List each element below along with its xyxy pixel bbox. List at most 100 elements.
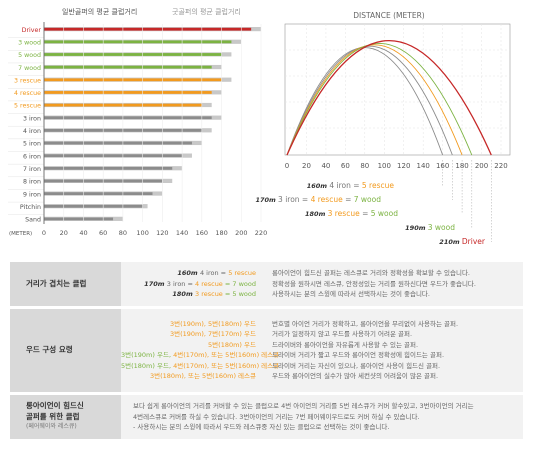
overlap-distance: 160m — [177, 269, 200, 277]
overlap-desc-line: 정확성을 원하시면 레스큐, 안정성있는 거리를 원하신다면 우드가 좋습니다. — [272, 279, 476, 288]
long-iron-desc-line: 4번레스큐로 커버를 하실 수 있습니다. 3번아이언의 거리는 7번 페어웨이… — [133, 412, 420, 421]
long-iron-desc-line: - 사용하시는 분의 스윙에 따라서 우드와 레스큐중 자신 있는 클럽으로 선… — [133, 423, 390, 431]
wood-setup-desc: 번호별 아이언 거리가 정확하고, 롱아이언을 무리없이 사용하는 골퍼. 거리가… — [262, 307, 523, 395]
overlap-club: = 5 wood — [222, 290, 256, 298]
annotation-club: 4 rescue — [311, 195, 343, 204]
overlap-clubs-row: 거리가 겹치는 클럽 160m 4 iron = 5 rescue 170m 3 … — [10, 262, 523, 309]
wood-setup-club: 5번(180m) 우드, — [121, 361, 174, 370]
bar-tick-label: 80 — [119, 229, 127, 237]
bar-category-label: 7 iron — [23, 166, 41, 173]
bar-tick-label: 100 — [136, 229, 148, 237]
bar-average-golfer — [44, 91, 212, 94]
arc-tick-label: 80 — [360, 162, 369, 170]
annotation-club: = — [343, 195, 354, 204]
bar-category-label: 3 rescue — [14, 77, 41, 84]
arc-tick-label: 100 — [378, 162, 391, 170]
arc-tick-label: 200 — [475, 162, 488, 170]
overlap-distance: 170m — [144, 279, 167, 288]
legend-good-golfer: 굿골퍼의 평균 클럽거리 — [172, 7, 241, 16]
bar-category-label: 3 wood — [18, 39, 41, 46]
wood-setup-line: 3번(180m), 또는 5번(160m) 레스큐 — [121, 371, 256, 382]
wood-setup-desc-line: 번호별 아이언 거리가 정확하고, 롱아이언을 무리없이 사용하는 골퍼. — [272, 319, 459, 328]
club-bar-chart: 일반골퍼의 평균 클럽거리 굿골퍼의 평균 클럽거리 Driver 3 wood 5… — [8, 7, 267, 237]
distance-annotation: 160m 4 iron = 5 rescue — [307, 181, 395, 190]
overlap-line: 160m 4 iron = 5 rescue — [121, 268, 256, 279]
bar-tick-label: 140 — [176, 229, 188, 237]
annotation-club: 4 iron = — [329, 181, 362, 190]
wood-setup-club: 3번(190m), 5번(180m) 우드 — [169, 319, 256, 328]
wood-setup-row: 우드 구성 요령 3번(190m), 5번(180m) 우드 3번(190m), … — [10, 307, 523, 395]
ball-flight-arc — [286, 45, 453, 156]
ball-flight-arc — [286, 44, 463, 156]
annotation-club: 3 iron = — [278, 195, 311, 204]
arc-tick-label: 120 — [397, 162, 410, 170]
distance-annotation: 190m 3 wood — [405, 223, 455, 232]
overlap-club: 4 iron = — [199, 269, 229, 277]
wood-setup-desc-line: 거리가 일정하지 않고 우드를 사용하기 어려운 골퍼. — [272, 330, 413, 338]
bar-tick-label: 120 — [156, 229, 168, 237]
bar-category-label: 7 wood — [18, 65, 41, 72]
wood-setup-desc-line: 드라이버 거리는 자신이 있으나, 롱아이언 사용이 힘드신 골퍼. — [272, 361, 441, 370]
bar-category-label: Sand — [25, 217, 41, 224]
long-iron-row: 롱아이언이 힘드신 골퍼를 위한 클럽 (페어웨이와 레스큐) 보다 쉽게 롱아… — [10, 393, 523, 439]
ball-flight-arc — [286, 40, 492, 156]
annotation-club: 5 wood — [371, 209, 398, 218]
bar-category-label: Pitchin — [20, 204, 41, 211]
bar-category-label: 5 iron — [23, 141, 41, 148]
arc-tick-label: 60 — [341, 162, 350, 170]
wood-setup-line: 5번(180m) 우드 — [121, 340, 256, 351]
bar-category-label: 8 iron — [23, 179, 41, 186]
long-iron-desc-line: 보다 쉽게 롱아이언의 거리를 커버할 수 있는 클럽으로 4번 아이언의 거리… — [133, 402, 474, 410]
distance-annotation: 210m Driver — [439, 237, 486, 246]
wood-setup-line: 5번(180m) 우드, 4번(170m), 또는 5번(160m) 레스큐 — [121, 361, 279, 372]
bar-average-golfer — [44, 65, 212, 69]
bar-category-label: 5 rescue — [14, 103, 41, 110]
overlap-clubs-desc: 롱아이언이 힘드신 골퍼는 레스큐로 거리와 정확성을 확보할 수 있습니다. 정… — [262, 262, 523, 309]
overlap-club: 3 iron = — [166, 279, 195, 288]
bar-category-label: 5 wood — [18, 52, 41, 59]
bar-axis-unit: (METER) — [9, 231, 32, 237]
overlap-desc-line: 롱아이언이 힘드신 골퍼는 레스큐로 거리와 정확성을 확보할 수 있습니다. — [272, 269, 470, 277]
overlap-club: 4 rescue — [195, 279, 223, 288]
bar-average-golfer — [44, 78, 222, 82]
overlap-clubs-label: 거리가 겹치는 클럽 — [10, 262, 121, 309]
bar-tick-label: 220 — [255, 229, 267, 237]
annotation-club: 7 wood — [354, 195, 381, 204]
distance-annotation: 170m 3 iron = 4 rescue = 7 wood — [255, 195, 381, 204]
overlap-desc-line: 사용하시는 분의 스윙에 따라서 선택하시는 것이 좋습니다. — [272, 290, 430, 298]
bar-average-golfer — [44, 53, 222, 56]
wood-setup-desc-line: 드라이버 거리가 짧고 우드와 롱아이언 정확성에 힘이드는 골퍼. — [272, 351, 445, 359]
bar-tick-label: 200 — [235, 229, 247, 237]
bar-average-golfer — [44, 40, 232, 44]
wood-setup-label: 우드 구성 요령 — [10, 307, 121, 395]
overlap-club: 5 rescue — [228, 269, 256, 277]
ball-flight-arc — [286, 42, 473, 156]
bar-category-label: 4 iron — [23, 128, 41, 135]
wood-setup-line: 3번(190m), 5번(180m) 우드 — [121, 319, 256, 330]
bar-average-golfer — [44, 204, 143, 208]
long-iron-label: 롱아이언이 힘드신 골퍼를 위한 클럽 (페어웨이와 레스큐) — [10, 393, 121, 439]
arc-tick-label: 220 — [494, 162, 507, 170]
annotation-distance: 170m — [255, 196, 278, 204]
wood-setup-list: 3번(190m), 5번(180m) 우드 3번(190m), 7번(170m) … — [121, 307, 279, 395]
wood-setup-club: 3번(190m) 우드, — [121, 351, 174, 359]
wood-setup-club: 4번(170m), 또는 5번(160m) 레스큐 — [173, 351, 280, 359]
overlap-distance: 180m — [172, 290, 195, 298]
long-iron-label-line3: (페어웨이와 레스큐) — [26, 423, 77, 430]
bar-tick-label: 60 — [99, 229, 107, 237]
club-info-table: 거리가 겹치는 클럽 160m 4 iron = 5 rescue 170m 3 … — [10, 262, 523, 439]
overlap-club: = 7 wood — [222, 279, 256, 288]
bar-tick-label: 20 — [60, 229, 68, 237]
wood-setup-desc-line: 우드와 롱아이언의 실수가 많아 세컨샷의 어려움이 많은 골퍼. — [272, 372, 439, 380]
arc-tick-label: 20 — [302, 162, 311, 170]
bar-average-golfer — [44, 154, 183, 158]
overlap-line: 180m 3 rescue = 5 wood — [121, 289, 256, 300]
bar-category-label: 3 iron — [23, 115, 41, 122]
wood-setup-club: 3번(180m), 또는 5번(160m) 레스큐 — [149, 372, 256, 380]
overlap-line: 170m 3 iron = 4 rescue = 7 wood — [121, 279, 256, 290]
arc-frame — [284, 23, 511, 156]
annotation-distance: 160m — [307, 182, 330, 190]
legend-average-golfer: 일반골퍼의 평균 클럽거리 — [62, 7, 137, 16]
ball-flight-arc — [286, 47, 444, 156]
bar-average-golfer — [44, 141, 192, 145]
